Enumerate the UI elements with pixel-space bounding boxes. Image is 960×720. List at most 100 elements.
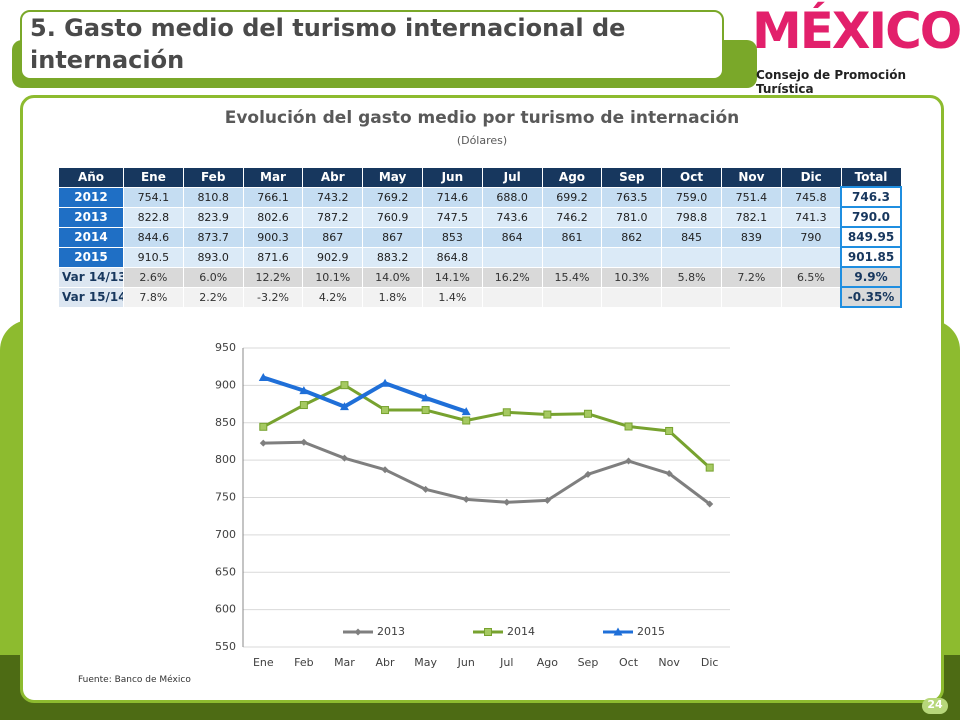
y-tick-label: 850 <box>215 416 236 429</box>
column-header: May <box>362 167 423 188</box>
table-cell: 745.8 <box>780 186 842 208</box>
y-tick-label: 650 <box>215 565 236 578</box>
table-cell: 2014 <box>58 226 124 248</box>
header-title: 5. Gasto medio del turismo internacional… <box>30 14 626 74</box>
column-header: Sep <box>601 167 663 188</box>
marker <box>299 386 309 395</box>
marker <box>583 409 592 418</box>
table-cell: 910.5 <box>123 246 184 268</box>
source: Fuente: Banco de México <box>78 675 191 685</box>
x-tick-label: May <box>414 656 437 669</box>
table-row: 2012 754.1 810.8 766.1 743.2 769.2 714.6 688.0 6… <box>58 186 902 208</box>
table-cell: 763.5 <box>601 186 663 208</box>
y-tick-label: 700 <box>215 528 236 541</box>
y-tick-label: 800 <box>215 453 236 466</box>
marker <box>705 463 714 472</box>
marker <box>543 496 551 504</box>
header-row: Año Ene Feb Mar Abr May Jun Jul Ago Sep Oct Nov Dic T… <box>58 167 902 188</box>
x-tick-label: Nov <box>658 656 680 669</box>
table-cell <box>481 246 543 268</box>
x-tick-label: Ago <box>537 656 559 669</box>
table-cell: 900.3 <box>242 226 304 248</box>
marker <box>462 495 470 503</box>
table-cell: 688.0 <box>481 186 543 208</box>
marker <box>502 408 511 417</box>
table-cell: 822.8 <box>123 206 184 228</box>
table-row: 2013 822.8 823.9 802.6 787.2 760.9 747.5 743.6 7… <box>58 206 902 228</box>
table-cell: 902.9 <box>302 246 364 268</box>
marker <box>624 422 633 431</box>
marker <box>380 378 390 387</box>
marker <box>584 470 592 478</box>
marker <box>300 438 308 446</box>
table-cell: 743.6 <box>481 206 543 228</box>
table-cell: 844.6 <box>123 226 184 248</box>
table-row: Var 14/13 2.6% 6.0% 12.2% 10.1% 14.0% 14.1% 16.… <box>58 266 902 288</box>
marker <box>259 439 267 447</box>
table-cell: 4.2% <box>302 286 364 308</box>
marker <box>665 426 674 435</box>
table-cell: 6.5% <box>780 266 842 288</box>
table-cell: 853 <box>421 226 483 248</box>
table-cell: 754.1 <box>123 186 184 208</box>
table-cell: 790.0 <box>840 206 902 228</box>
table-cell <box>481 286 543 308</box>
marker <box>258 373 268 382</box>
table-cell <box>780 286 842 308</box>
header-box <box>20 10 724 80</box>
table-cell: 883.2 <box>362 246 423 268</box>
column-header: Nov <box>720 167 782 188</box>
table-cell: 839 <box>720 226 782 248</box>
marker <box>422 485 430 493</box>
y-tick-label: 750 <box>215 491 236 504</box>
column-header: Total <box>840 167 902 188</box>
table-cell: 7.2% <box>720 266 782 288</box>
marker <box>259 422 268 431</box>
page-number: 24 <box>922 698 948 714</box>
marker <box>462 416 471 425</box>
table-cell: 862 <box>601 226 663 248</box>
data-table: Año Ene Feb Mar Abr May Jun Jul Ago Sep Oct Nov Dic T… <box>58 167 902 308</box>
table-cell: 9.9% <box>840 266 902 288</box>
table-cell <box>661 246 722 268</box>
table-cell: 787.2 <box>302 206 364 228</box>
table-cell: 746.3 <box>840 186 902 208</box>
table-cell: 798.8 <box>661 206 722 228</box>
logo: MÉXICO <box>752 2 960 60</box>
table-cell: 2012 <box>58 186 124 208</box>
x-tick-label: Ene <box>253 656 274 669</box>
table-cell: 810.8 <box>182 186 244 208</box>
table-cell: 867 <box>362 226 423 248</box>
x-tick-label: Jul <box>499 656 513 669</box>
table-cell: 7.8% <box>123 286 184 308</box>
table-cell: 699.2 <box>541 186 603 208</box>
table-cell: 6.0% <box>182 266 244 288</box>
table-cell: 901.85 <box>840 246 902 268</box>
column-header: Ago <box>541 167 603 188</box>
table-row: 2014 844.6 873.7 900.3 867 867 853 864 861 862 845… <box>58 226 902 248</box>
column-header: Mar <box>242 167 304 188</box>
marker <box>381 466 389 474</box>
marker <box>706 500 714 508</box>
series-line <box>262 383 711 469</box>
column-header: Jul <box>481 167 543 188</box>
table-cell: 2.2% <box>182 286 244 308</box>
marker <box>665 470 673 478</box>
marker <box>625 457 633 465</box>
marker <box>543 410 552 419</box>
table-cell <box>661 286 722 308</box>
table-cell: Var 15/14 <box>58 286 124 308</box>
x-tick-label: Jun <box>457 656 475 669</box>
logo-subtitle: Consejo de Promoción Turística <box>756 68 907 96</box>
series-line <box>262 375 467 414</box>
table-cell: Var 14/13 <box>58 266 124 288</box>
table-cell: 871.6 <box>242 246 304 268</box>
marker <box>340 381 349 390</box>
marker <box>340 454 348 462</box>
table-cell: 10.3% <box>601 266 663 288</box>
y-tick-label: 950 <box>215 341 236 354</box>
table-cell: 15.4% <box>541 266 603 288</box>
table-cell: 10.1% <box>302 266 364 288</box>
table-subtitle: (Dólares) <box>456 134 508 147</box>
